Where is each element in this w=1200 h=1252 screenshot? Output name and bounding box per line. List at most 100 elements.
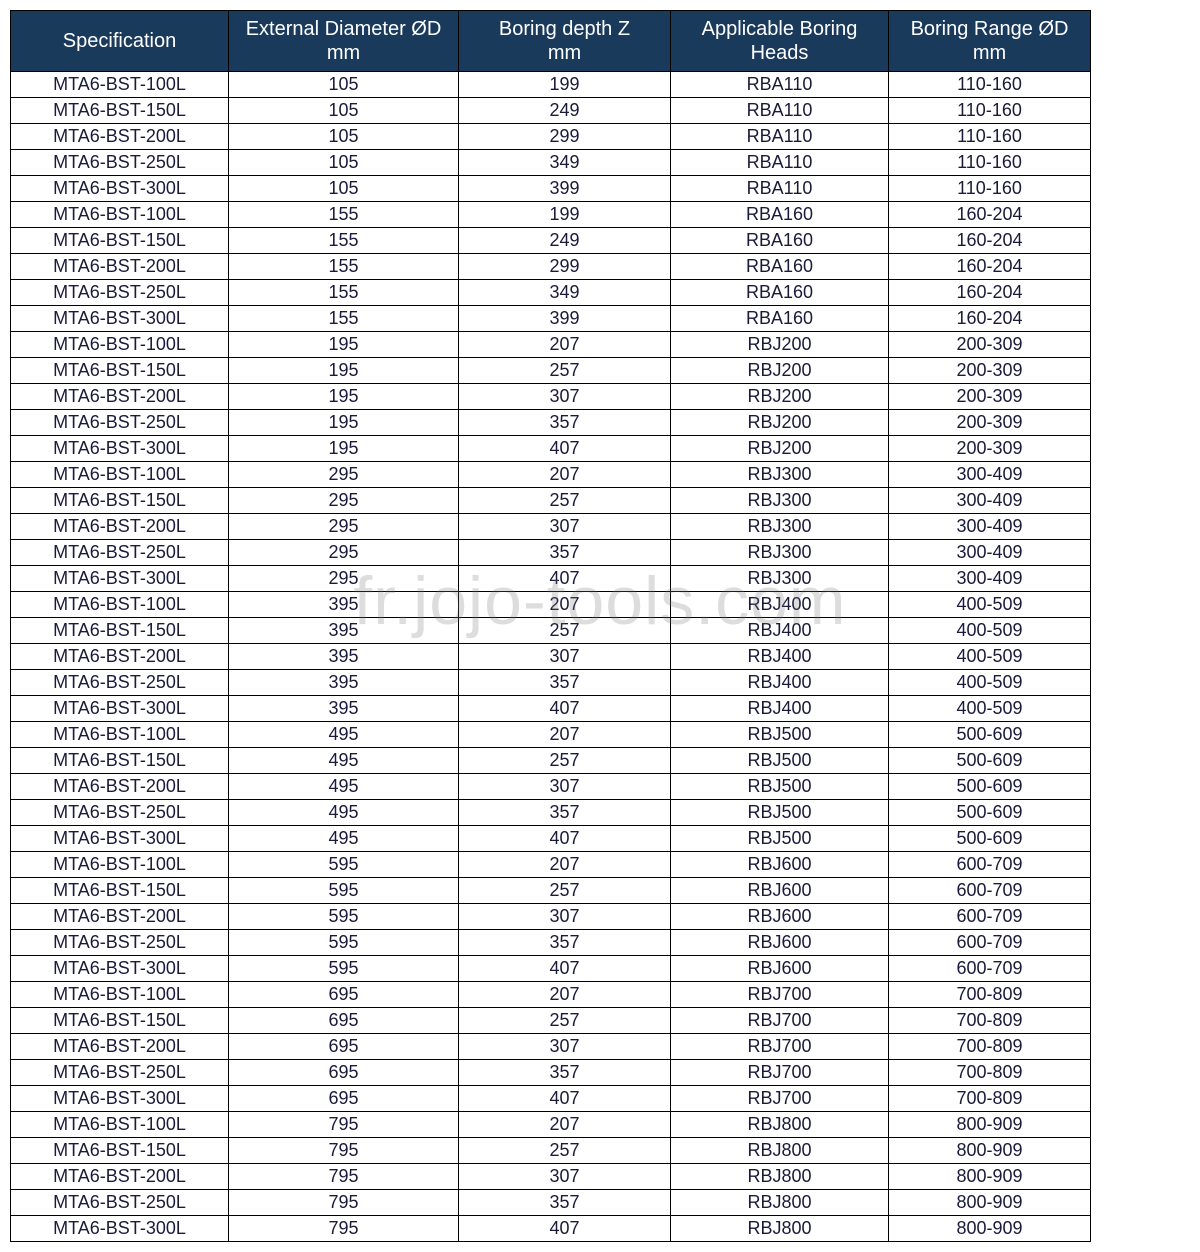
table-cell: 207 (459, 592, 671, 618)
table-cell: 407 (459, 566, 671, 592)
table-cell: 155 (229, 202, 459, 228)
table-cell: MTA6-BST-150L (11, 878, 229, 904)
table-cell: 155 (229, 280, 459, 306)
table-cell: 155 (229, 254, 459, 280)
table-cell: RBJ800 (671, 1190, 889, 1216)
table-cell: RBA160 (671, 228, 889, 254)
header-unit: Heads (751, 42, 809, 64)
table-cell: 407 (459, 956, 671, 982)
table-cell: RBJ800 (671, 1138, 889, 1164)
table-row: MTA6-BST-300L795407RBJ800800-909 (11, 1216, 1091, 1242)
table-row: MTA6-BST-150L795257RBJ800800-909 (11, 1138, 1091, 1164)
header-label: Applicable Boring (702, 18, 858, 40)
table-cell: RBJ400 (671, 670, 889, 696)
table-cell: 600-709 (889, 878, 1091, 904)
table-cell: 257 (459, 358, 671, 384)
table-cell: RBA160 (671, 280, 889, 306)
table-cell: 195 (229, 332, 459, 358)
table-body: MTA6-BST-100L105199RBA110110-160MTA6-BST… (11, 72, 1091, 1242)
table-cell: 200-309 (889, 384, 1091, 410)
table-cell: 160-204 (889, 280, 1091, 306)
table-row: MTA6-BST-300L155399RBA160160-204 (11, 306, 1091, 332)
table-cell: 795 (229, 1112, 459, 1138)
table-cell: 295 (229, 488, 459, 514)
table-cell: RBJ800 (671, 1216, 889, 1242)
table-cell: RBJ300 (671, 462, 889, 488)
table-cell: 307 (459, 1034, 671, 1060)
table-cell: RBA110 (671, 124, 889, 150)
table-cell: 495 (229, 826, 459, 852)
table-cell: RBJ200 (671, 410, 889, 436)
table-cell: MTA6-BST-300L (11, 436, 229, 462)
table-cell: RBJ300 (671, 488, 889, 514)
table-cell: 700-809 (889, 1034, 1091, 1060)
table-cell: MTA6-BST-150L (11, 98, 229, 124)
table-row: MTA6-BST-250L595357RBJ600600-709 (11, 930, 1091, 956)
table-cell: 595 (229, 956, 459, 982)
table-cell: 249 (459, 228, 671, 254)
table-cell: 695 (229, 1086, 459, 1112)
table-cell: RBJ200 (671, 332, 889, 358)
table-cell: 357 (459, 670, 671, 696)
table-cell: 800-909 (889, 1164, 1091, 1190)
table-cell: MTA6-BST-200L (11, 1164, 229, 1190)
table-cell: RBJ500 (671, 722, 889, 748)
table-cell: 495 (229, 722, 459, 748)
table-row: MTA6-BST-200L595307RBJ600600-709 (11, 904, 1091, 930)
table-cell: 207 (459, 722, 671, 748)
table-cell: 307 (459, 904, 671, 930)
table-cell: MTA6-BST-150L (11, 1008, 229, 1034)
table-cell: MTA6-BST-300L (11, 1086, 229, 1112)
table-row: MTA6-BST-250L105349RBA110110-160 (11, 150, 1091, 176)
table-cell: MTA6-BST-300L (11, 176, 229, 202)
table-cell: 295 (229, 514, 459, 540)
table-cell: 357 (459, 410, 671, 436)
table-row: MTA6-BST-150L155249RBA160160-204 (11, 228, 1091, 254)
table-cell: MTA6-BST-250L (11, 150, 229, 176)
table-cell: RBJ600 (671, 852, 889, 878)
table-header: Specification External Diameter ØD mm Bo… (11, 11, 1091, 72)
table-cell: MTA6-BST-250L (11, 540, 229, 566)
table-cell: MTA6-BST-100L (11, 462, 229, 488)
header-label: Specification (63, 30, 176, 52)
table-cell: RBJ500 (671, 826, 889, 852)
table-row: MTA6-BST-300L495407RBJ500500-609 (11, 826, 1091, 852)
table-cell: 110-160 (889, 176, 1091, 202)
table-cell: 600-709 (889, 956, 1091, 982)
table-cell: 400-509 (889, 696, 1091, 722)
table-cell: 500-609 (889, 748, 1091, 774)
table-cell: RBJ300 (671, 540, 889, 566)
table-cell: 300-409 (889, 540, 1091, 566)
table-cell: 257 (459, 748, 671, 774)
table-cell: MTA6-BST-300L (11, 826, 229, 852)
col-header-boring-depth: Boring depth Z mm (459, 11, 671, 72)
table-cell: 105 (229, 124, 459, 150)
table-cell: MTA6-BST-100L (11, 332, 229, 358)
table-cell: MTA6-BST-300L (11, 1216, 229, 1242)
table-cell: 199 (459, 72, 671, 98)
table-cell: MTA6-BST-300L (11, 696, 229, 722)
table-cell: 399 (459, 176, 671, 202)
table-cell: RBJ400 (671, 644, 889, 670)
table-cell: MTA6-BST-200L (11, 644, 229, 670)
table-cell: 200-309 (889, 436, 1091, 462)
table-cell: 160-204 (889, 306, 1091, 332)
table-cell: 307 (459, 644, 671, 670)
table-row: MTA6-BST-300L695407RBJ700700-809 (11, 1086, 1091, 1112)
table-cell: 200-309 (889, 332, 1091, 358)
table-cell: 295 (229, 540, 459, 566)
table-cell: RBJ400 (671, 618, 889, 644)
table-row: MTA6-BST-200L195307RBJ200200-309 (11, 384, 1091, 410)
table-cell: 349 (459, 280, 671, 306)
table-cell: MTA6-BST-250L (11, 670, 229, 696)
table-cell: MTA6-BST-100L (11, 72, 229, 98)
table-cell: 200-309 (889, 358, 1091, 384)
table-row: MTA6-BST-200L695307RBJ700700-809 (11, 1034, 1091, 1060)
table-cell: 795 (229, 1216, 459, 1242)
table-cell: 395 (229, 592, 459, 618)
table-cell: MTA6-BST-100L (11, 722, 229, 748)
table-cell: 349 (459, 150, 671, 176)
table-cell: RBJ600 (671, 956, 889, 982)
header-label: Boring depth Z (499, 18, 630, 40)
table-cell: 207 (459, 982, 671, 1008)
